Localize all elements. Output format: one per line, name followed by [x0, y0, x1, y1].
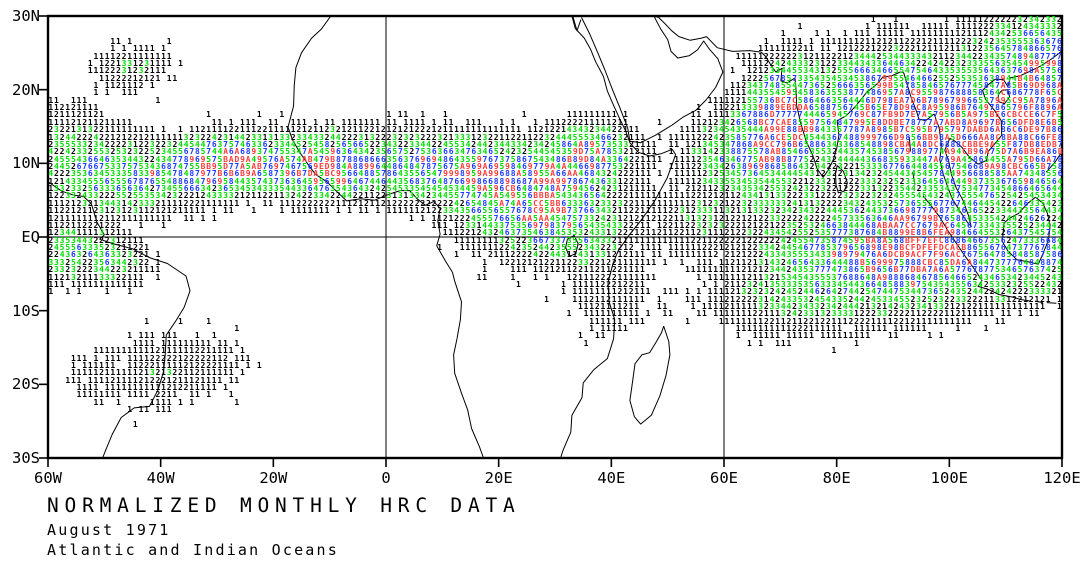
- digit-row: 2455543664635344322434778969575BAD9A4957…: [48, 154, 1064, 164]
- digit-row: 2322131322111111111 1 1 1121111221112211…: [48, 125, 1063, 135]
- x-tick-label-20E: 20E: [484, 469, 513, 487]
- digit-row: 1211121121 1 1 1 1 11 1 1 1 111111111 1 …: [48, 110, 1063, 120]
- digit-row: 23323222344223211111 1 111 1121211221121…: [48, 265, 1063, 275]
- y-tick-label-30N: 30N: [12, 7, 40, 25]
- y-tick-label-EQ: EQ: [21, 228, 40, 246]
- coastline-africa-east: [560, 15, 677, 459]
- x-tick-label-0: 0: [381, 469, 391, 487]
- coastline-iran-gulf: [653, 15, 707, 41]
- coastline-palawan: [1045, 151, 1063, 173]
- x-tick-label-60E: 60E: [710, 469, 738, 487]
- coastline-nicobar: [912, 172, 916, 185]
- digit-row: 1 111 111 1 1 1 11 1 11111 11111 1111111…: [127, 331, 945, 341]
- digit-row: 1111 11111111111212211111 1: [76, 383, 229, 393]
- digit-row: 112121111 1 112213339889EBDDA6588756745B…: [48, 103, 1063, 113]
- x-tick-label-100E: 100E: [930, 469, 968, 487]
- digit-row: 111121211211111 11 1 111 11 111 1 11 111…: [48, 117, 1064, 127]
- digit-row: 1 1 11111 1111111111222111111 111111 111…: [234, 324, 990, 334]
- x-tick-label-40W: 40W: [146, 469, 175, 487]
- x-tick-label-80E: 80E: [822, 469, 851, 487]
- digit-row: 23353443222312111 1111111132522366733735…: [48, 235, 1063, 245]
- x-tick-label-120E: 120E: [1043, 469, 1081, 487]
- digit-row: 11112211111111 1111122222231211222123444…: [93, 51, 1063, 61]
- digit-row: 1 1 1 1 1 1 11111111212111 111 1 1 11112…: [48, 287, 1063, 297]
- digit-row: 1112123213443142333211112221111111 1 11 …: [48, 198, 1064, 208]
- digit-row: 1 1121112 1 1123437485544736525666356599…: [93, 80, 1063, 90]
- digit-row: [48, 450, 1062, 458]
- y-tick-label-30S: 30S: [12, 449, 40, 467]
- digit-row: 1 1 111111 11111 1111222334124343332: [797, 22, 1063, 32]
- digit-row: 1211111112112111111111 11 1 1 1 1 112122…: [48, 213, 1063, 223]
- digit-row: 224363264363323221 1 1 11 21112222422443…: [48, 250, 1063, 260]
- y-tick-label-10N: 10N: [12, 154, 40, 173]
- coastline-arabia: [581, 15, 724, 144]
- digit-row: 11 1 1111 1 1 1: [93, 397, 241, 407]
- digit-row: 11222212121 11 1222567857335435453453867…: [99, 73, 1063, 83]
- digit-row: 1 1 111 1111443554595458363553877486957A…: [93, 88, 1063, 98]
- digit-row: 1 11 111: [127, 405, 173, 415]
- digit-row: 1214334555655567876554886847969584435743…: [48, 176, 1064, 186]
- coastline-lesser-sunda-1: [1034, 300, 1043, 304]
- digit-row: 123441111312111 111221243246373546384535…: [48, 228, 1063, 238]
- coastline-sinai: [572, 16, 582, 32]
- x-tick-label-40E: 40E: [597, 469, 626, 487]
- digit-row: 1: [132, 419, 139, 429]
- digit-row: 11111111 1111 2211 11 1 1: [76, 390, 235, 400]
- digit-row: 111 1111111111111 1 1 1111122212211 1 1 …: [48, 279, 1063, 289]
- digit-row: 1223324332225525535342322212433332121122…: [48, 191, 1064, 201]
- digit-row: 1111 111111111 11 1 1 1 1 111 1: [132, 338, 860, 348]
- chart-title: NORMALIZED MONTHLY HRC DATA: [47, 494, 521, 517]
- digit-row: 111 111121111212221211121111 11: [65, 375, 240, 385]
- digit-row: 11111211111121321322112111111 1: [70, 368, 246, 378]
- digit-row: 1122121123123123112121211111 1 11 1 1 11…: [48, 206, 1064, 216]
- coastline-hainan: [997, 89, 1011, 105]
- chart-subtitle-date: August 1971: [47, 521, 171, 539]
- digit-row: 1122112221222 1 1 111 123314433753569798…: [48, 220, 1063, 230]
- y-tick-label-10S: 10S: [12, 301, 40, 320]
- coastline-sri-lanka: [835, 165, 848, 194]
- digit-row: 1111111111121111112211111 1 1: [93, 346, 838, 356]
- digit-row: 1 1 1111 1 1111112211 11 121222122232221…: [110, 44, 1063, 54]
- digit-row: 1 1221331231111 1 1111224243332312233443…: [87, 58, 1063, 68]
- digit-row: 244526766753375753436874755BB95D77A5AB76…: [48, 162, 1064, 172]
- chart-subtitle-region: Atlantic and Indian Oceans: [47, 541, 339, 559]
- x-tick-label-20W: 20W: [259, 469, 288, 487]
- y-tick-label-20N: 20N: [12, 80, 40, 99]
- digit-row: 11213211133322111 1 11 1 1 1 12111222211…: [48, 272, 1063, 282]
- digit-row: 1 111111 11222111112122221111 1 1: [70, 360, 263, 370]
- digit-row: 11 111 1 111112155736BC7C5864663564446D7…: [48, 95, 1063, 105]
- digit-row: 1324422242212122121111113232242314423313…: [48, 132, 1064, 142]
- x-tick-label-60W: 60W: [34, 469, 62, 487]
- digit-row: 11122231232111 1 12123344553431325556663…: [87, 66, 1063, 76]
- digit-row: 2355533234222231223223244544763757463362…: [48, 139, 1064, 149]
- digit-row: 1 1 1 111111 111 1 111111112211211221221…: [144, 316, 1007, 326]
- digit-row: 422235363453335833985478487977B6B6B9A658…: [48, 169, 1064, 179]
- coastline-sumatra-java: [922, 195, 1031, 302]
- digit-row: 111 1 111 111122222122222112 111: [70, 353, 252, 363]
- digit-row: 4224233255325323225234556785744A6A689374…: [48, 147, 1064, 157]
- y-tick-label-20S: 20S: [12, 375, 40, 394]
- digit-row: 1 1 1 1111122222232342332: [870, 14, 1063, 24]
- digit-row: 1 1 1 1 111 11111 1111111112111243425366…: [780, 29, 1063, 39]
- digit-row: 1 1111111111 1 11 11 1111111221113242331…: [566, 309, 1041, 319]
- coastline-lake-victoria: [565, 235, 579, 257]
- digit-row: 11121111211 11 1 11112111113233442343323…: [577, 301, 1063, 311]
- digit-row: 1 1112112111111 1 111 111212222314243353…: [544, 294, 1063, 304]
- coastline-lesser-sunda-2: [1046, 302, 1057, 304]
- digit-row: 1332332563336563642734556663423653453433…: [48, 184, 1064, 194]
- digit-row: 333254223563442322 1 1 12212121221122332…: [48, 257, 1063, 267]
- coastline-africa-west: [287, 15, 484, 459]
- coastline-asia-south: [706, 36, 1063, 228]
- coastline-andaman: [908, 136, 911, 152]
- coastline-madagascar: [629, 325, 671, 425]
- digit-row: 245556333523211221 1 1111111224235244235…: [48, 243, 1063, 253]
- coastline-borneo: [1001, 196, 1051, 265]
- digit-row: 11 1 1 1 1111 1 111111121121211222121111…: [110, 36, 1063, 46]
- coastline-south-america: [47, 181, 191, 459]
